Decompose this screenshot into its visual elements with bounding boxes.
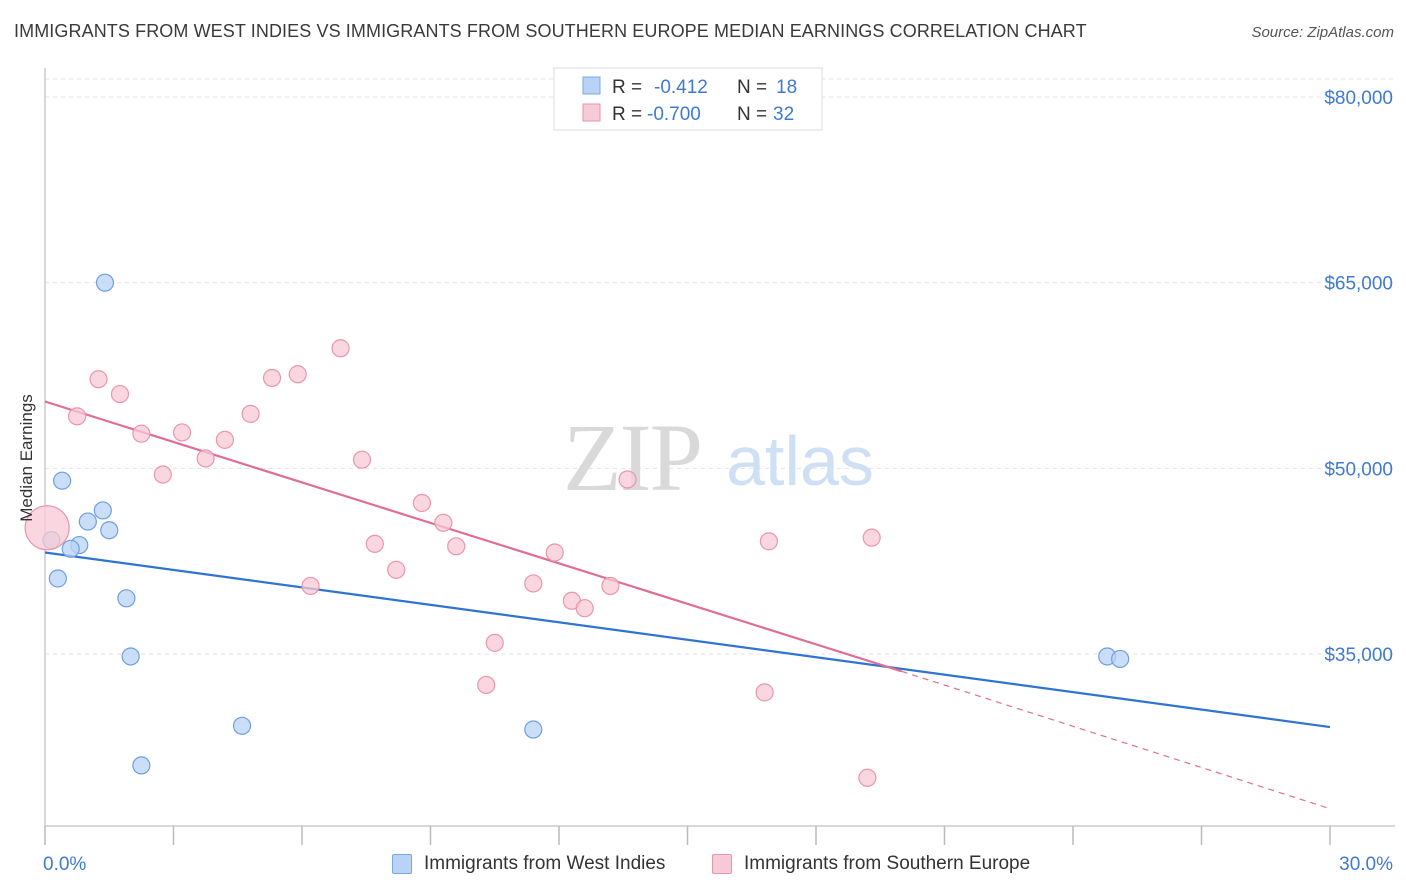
point-southern-europe-14	[352, 450, 372, 469]
point-southern-europe-31	[858, 768, 877, 787]
point-southern-europe-10	[262, 368, 282, 388]
legend-r-value-2: -0.700	[647, 104, 701, 125]
point-southern-europe-3	[110, 384, 130, 404]
watermark-atlas: atlas	[726, 422, 874, 500]
point-southern-europe-22	[524, 574, 543, 593]
point-southern-europe-15	[365, 534, 384, 553]
legend-r-value-1: -0.412	[654, 77, 708, 98]
point-west-indies-11	[232, 716, 252, 735]
point-southern-europe-27	[618, 470, 637, 489]
point-southern-europe-6	[172, 423, 192, 442]
point-west-indies-2	[93, 501, 112, 520]
legend-n-label-1: N =	[737, 77, 767, 98]
point-west-indies-12	[524, 720, 543, 739]
point-southern-europe-20	[485, 633, 504, 652]
legend-swatch-blue	[582, 76, 601, 95]
point-southern-europe-18	[434, 513, 453, 532]
point-west-indies-8	[48, 569, 67, 588]
point-west-indies-13	[132, 756, 151, 775]
legend-n-value-2: 32	[773, 104, 794, 125]
point-southern-europe-26	[601, 576, 620, 596]
watermark-zip: ZIP	[563, 404, 701, 511]
point-west-indies-3	[78, 512, 97, 531]
point-southern-europe-12	[301, 576, 320, 596]
point-southern-europe-16	[387, 560, 406, 579]
point-west-indies-4	[100, 521, 119, 540]
grid-layer	[45, 78, 1395, 655]
legend-swatch-pink	[582, 103, 601, 122]
y-axis-label: Median Earnings	[17, 394, 36, 522]
point-southern-europe-2	[89, 370, 108, 389]
point-southern-europe-21	[477, 675, 496, 695]
trendline-west-indies	[44, 551, 1331, 729]
legend-label-west-indies: Immigrants from West Indies	[424, 853, 666, 874]
point-southern-europe-23	[545, 543, 564, 562]
point-southern-europe-7	[196, 449, 215, 468]
legend-item-southern-europe: Immigrants from Southern Europe	[712, 851, 1030, 877]
point-west-indies-0	[95, 273, 115, 292]
point-southern-europe-30	[862, 528, 881, 547]
point-southern-europe-1	[68, 407, 87, 426]
chart-title: IMMIGRANTS FROM WEST INDIES VS IMMIGRANT…	[14, 21, 1087, 41]
point-southern-europe-9	[241, 404, 260, 423]
legend-item-west-indies: Immigrants from West Indies	[392, 851, 665, 877]
trend-layer	[44, 400, 1331, 810]
point-southern-europe-25	[575, 599, 594, 618]
legend-r-label-2: R =	[612, 104, 642, 125]
legend-swatch-west-indies	[392, 854, 412, 874]
point-southern-europe-8	[215, 430, 234, 449]
y-tick-label-0: $35,000	[1324, 645, 1393, 666]
legend-r-label-1: R =	[612, 77, 642, 98]
watermark: ZIP atlas	[563, 404, 874, 511]
source-label: Source: ZipAtlas.com	[1251, 24, 1394, 41]
point-layer	[24, 273, 1130, 787]
legend-n-value-1: 18	[776, 77, 797, 98]
trendline-southern-europe-extension	[901, 670, 1331, 810]
point-southern-europe-11	[288, 365, 307, 384]
y-tick-label-1: $50,000	[1324, 459, 1393, 480]
point-southern-europe-28	[755, 683, 774, 702]
legend-n-label-2: N =	[737, 104, 767, 125]
y-tick-label-3: $80,000	[1324, 88, 1393, 109]
y-tick-label-2: $65,000	[1324, 274, 1393, 295]
point-southern-europe-19	[447, 537, 466, 556]
legend-label-southern-europe: Immigrants from Southern Europe	[744, 853, 1031, 874]
point-west-indies-1	[53, 471, 72, 490]
stats-legend: R = -0.412 N = 18 R = -0.700 N = 32	[553, 67, 823, 131]
x-tick-label-0: 0.0%	[43, 854, 86, 875]
point-southern-europe-29	[759, 532, 778, 551]
point-west-indies-10	[121, 647, 140, 666]
point-southern-europe-0	[24, 505, 70, 551]
legend-swatch-southern-europe	[712, 854, 732, 874]
axis-layer: $35,000 $50,000 $65,000 $80,000 0.0% 30.0%	[43, 68, 1395, 875]
point-southern-europe-13	[331, 339, 350, 358]
point-west-indies-15	[1111, 649, 1130, 669]
point-west-indies-9	[117, 589, 136, 608]
point-southern-europe-17	[412, 493, 432, 513]
trendline-southern-europe	[44, 400, 902, 673]
point-southern-europe-4	[132, 424, 151, 443]
point-southern-europe-5	[153, 465, 172, 484]
point-west-indies-7	[61, 539, 80, 558]
x-tick-label-1: 30.0%	[1339, 854, 1393, 875]
